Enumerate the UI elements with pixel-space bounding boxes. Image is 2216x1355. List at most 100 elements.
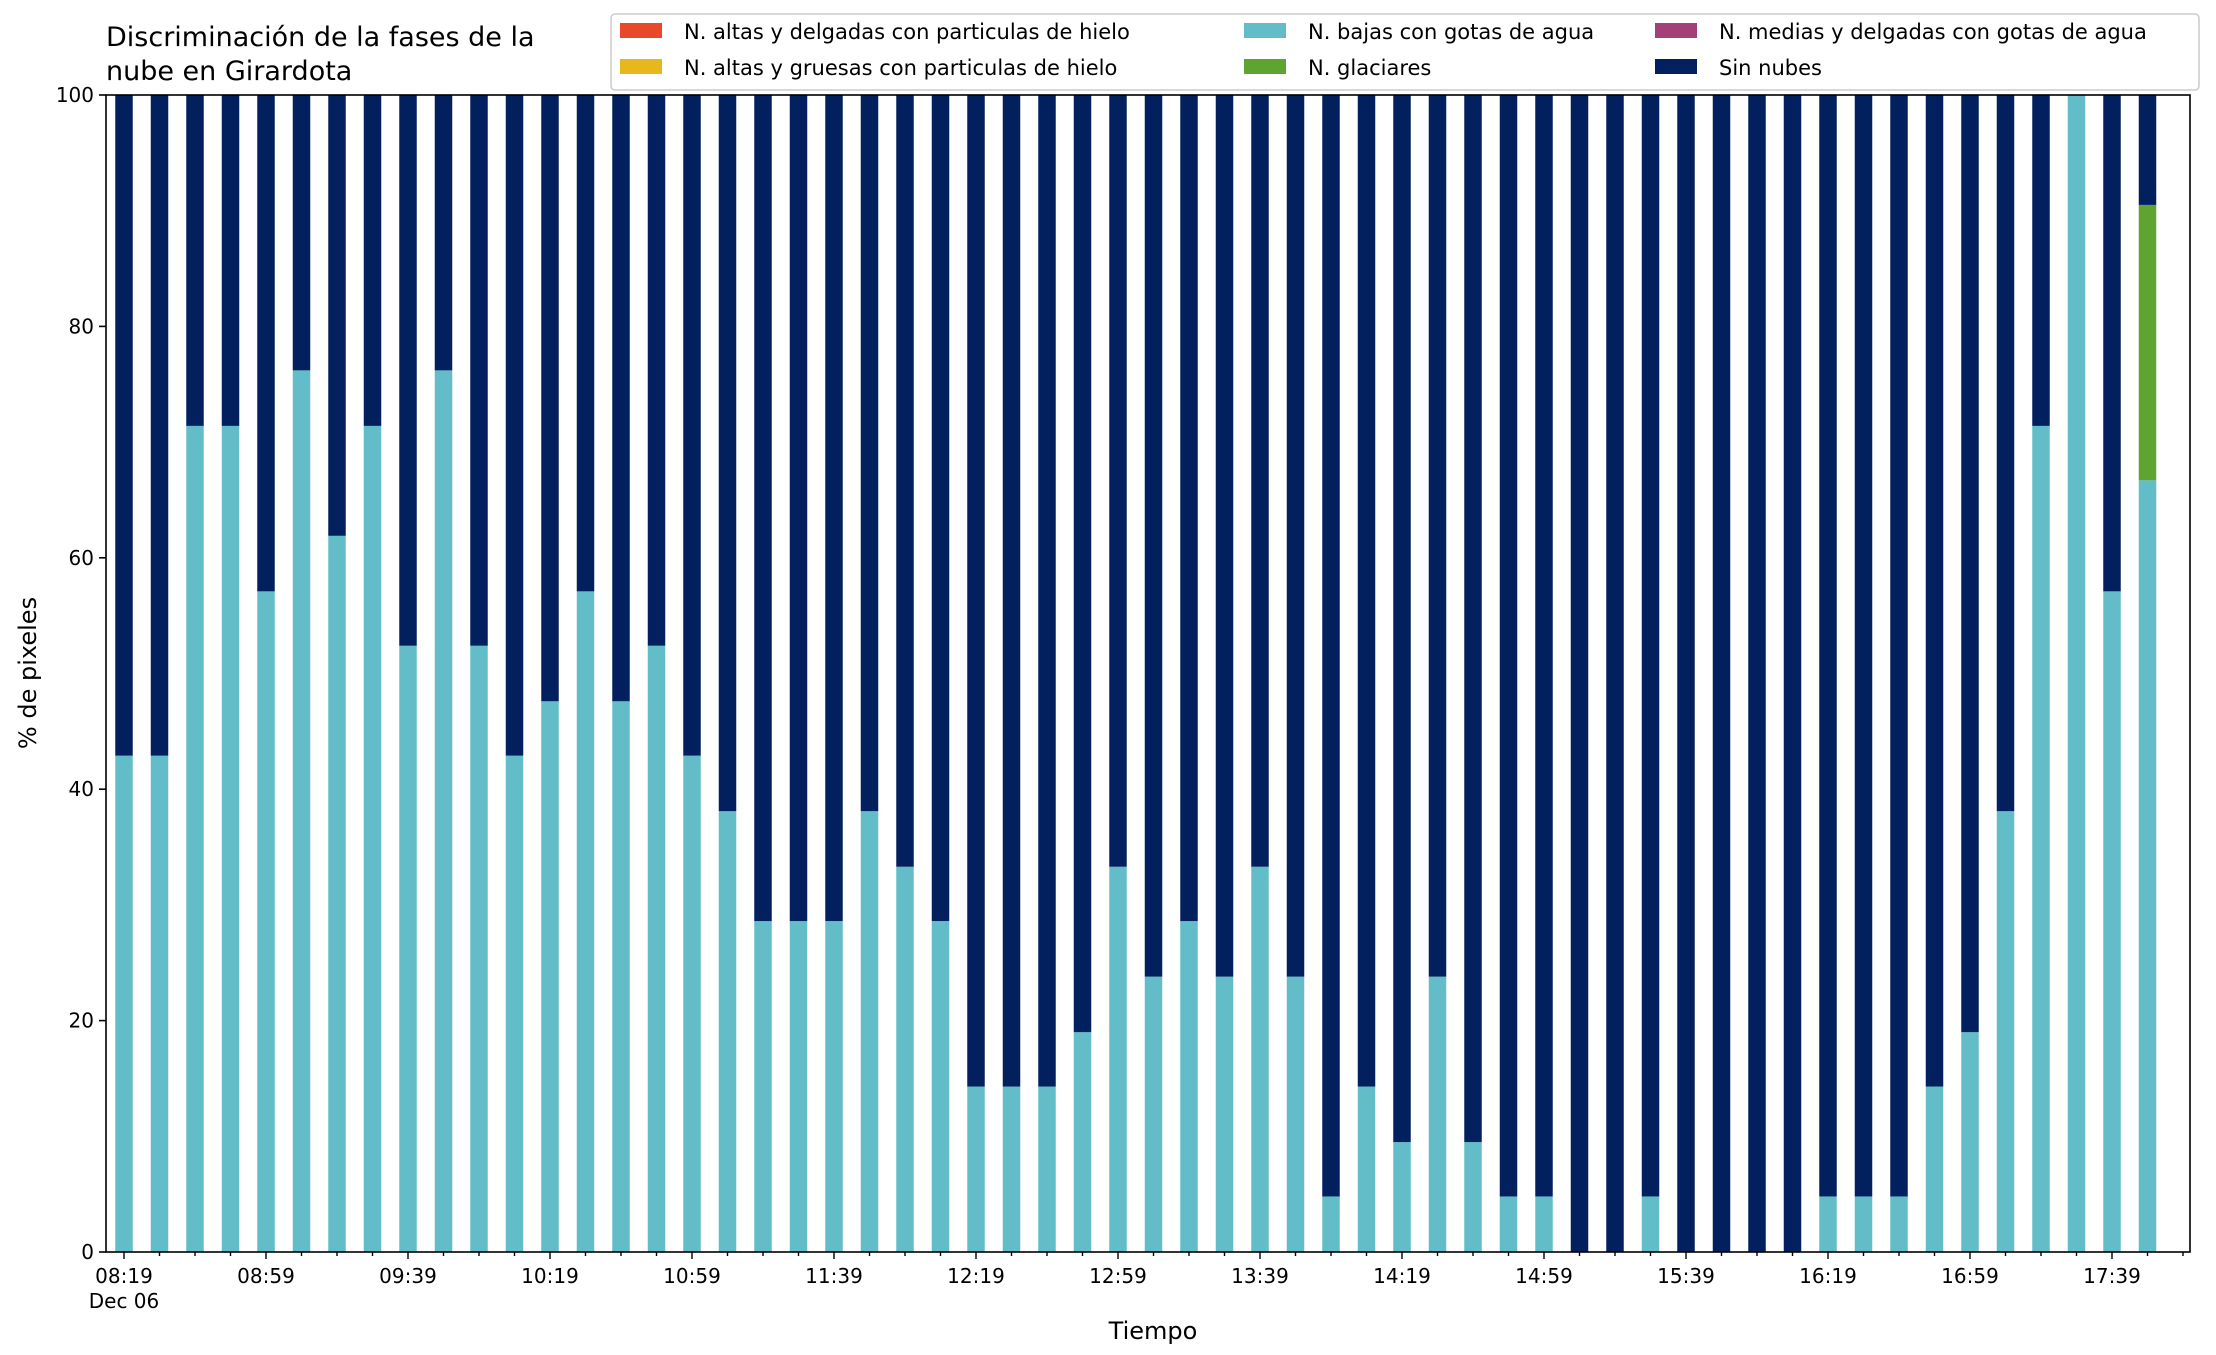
bar-1339-series-5 — [1251, 95, 1269, 867]
bar-1749-series-3 — [2138, 204, 2157, 481]
bar-1229-series-2 — [1002, 1086, 1021, 1252]
bar-1359-series-5 — [1322, 95, 1340, 1197]
bar-0929-series-5 — [363, 95, 382, 426]
x-tick-label: 08:59 — [237, 1264, 295, 1288]
y-axis-title: % de pixeles — [14, 597, 42, 749]
legend-label-4: N. medias y delgadas con gotas de agua — [1719, 20, 2147, 44]
bar-1009-series-2 — [505, 755, 524, 1252]
bar-0829-series-5 — [150, 95, 169, 756]
y-tick-label: 20 — [69, 1009, 94, 1033]
bar-1129-series-2 — [789, 921, 808, 1252]
bar-0839-series-2 — [186, 425, 204, 1252]
x-tick-sublabel: Dec 06 — [89, 1289, 160, 1313]
bars-layer — [115, 95, 2157, 1252]
bar-1639-series-5 — [1890, 95, 1908, 1197]
bar-1419-series-2 — [1393, 1142, 1411, 1252]
bar-1749-series-2 — [2138, 480, 2157, 1252]
x-tick-label: 09:39 — [379, 1264, 437, 1288]
bar-0919-series-2 — [328, 535, 346, 1252]
bar-1209-series-5 — [931, 95, 950, 922]
x-tick-label: 14:19 — [1373, 1264, 1431, 1288]
bar-0949-series-2 — [434, 370, 453, 1252]
bar-1359-series-2 — [1322, 1196, 1340, 1252]
bar-0829-series-2 — [150, 755, 169, 1252]
bar-1539-series-5 — [1677, 95, 1695, 1252]
bar-1329-series-2 — [1215, 976, 1234, 1252]
bar-1659-series-2 — [1961, 1032, 1979, 1252]
x-tick-label: 08:19 — [95, 1264, 153, 1288]
legend: N. altas y delgadas con particulas de hi… — [610, 13, 2200, 91]
y-tick-label: 100 — [56, 83, 94, 107]
legend-swatch-4 — [1655, 23, 1697, 38]
x-axis: 08:19 08:59 09:39 10:19 10:59 11:39 12:19 12:59… — [89, 1252, 2184, 1313]
bar-1449-series-5 — [1499, 95, 1518, 1197]
legend-swatch-1 — [620, 59, 662, 74]
bar-1529-series-5 — [1641, 95, 1660, 1197]
legend-label-3: N. glaciares — [1308, 56, 1431, 80]
legend-swatch-5 — [1655, 59, 1697, 74]
bar-0819-series-5 — [115, 95, 133, 756]
legend-swatch-2 — [1244, 23, 1286, 38]
bar-0849-series-5 — [221, 95, 240, 426]
legend-frame — [610, 13, 2200, 91]
bar-1529-series-2 — [1641, 1196, 1660, 1252]
bar-1619-series-5 — [1819, 95, 1837, 1197]
bar-0909-series-2 — [292, 370, 311, 1252]
chart-title-line-1: Discriminación de la fases de la — [106, 22, 535, 53]
bar-0859-series-5 — [257, 95, 275, 592]
bar-0959-series-2 — [470, 645, 488, 1252]
x-tick-label: 11:39 — [805, 1264, 863, 1288]
bar-1249-series-2 — [1073, 1032, 1092, 1252]
bar-0949-series-5 — [434, 95, 453, 371]
bar-0859-series-2 — [257, 591, 275, 1252]
chart-title-line-2: nube en Girardota — [106, 56, 353, 87]
bar-1329-series-5 — [1215, 95, 1234, 977]
bar-1229-series-5 — [1002, 95, 1021, 1087]
bar-1319-series-2 — [1180, 921, 1198, 1252]
y-axis: 0 20 40 60 80 100 — [56, 83, 106, 1264]
bar-1119-series-5 — [754, 95, 772, 922]
x-tick-label: 12:59 — [1089, 1264, 1147, 1288]
bar-1149-series-2 — [860, 811, 879, 1252]
bar-1019-series-5 — [541, 95, 559, 702]
bar-1049-series-2 — [647, 645, 666, 1252]
bar-1729-series-2 — [2067, 95, 2086, 1252]
legend-swatch-3 — [1244, 59, 1286, 74]
bar-1549-series-5 — [1712, 95, 1731, 1252]
bar-1439-series-5 — [1464, 95, 1482, 1143]
bar-1139-series-5 — [825, 95, 843, 922]
x-tick-label: 14:59 — [1515, 1264, 1573, 1288]
bar-1209-series-2 — [931, 921, 950, 1252]
bar-1709-series-5 — [1996, 95, 2015, 812]
bar-0959-series-5 — [470, 95, 488, 646]
bar-1509-series-5 — [1570, 95, 1589, 1252]
bar-1049-series-5 — [647, 95, 666, 646]
bar-1239-series-2 — [1038, 1086, 1056, 1252]
bar-1739-series-2 — [2103, 591, 2121, 1252]
bar-0939-series-5 — [399, 95, 417, 646]
y-tick-label: 40 — [69, 777, 94, 801]
bar-1019-series-2 — [541, 701, 559, 1252]
bar-1409-series-2 — [1357, 1086, 1376, 1252]
y-tick-label: 60 — [69, 546, 94, 570]
bar-1009-series-5 — [505, 95, 524, 756]
bar-1519-series-5 — [1606, 95, 1624, 1252]
bar-1609-series-5 — [1783, 95, 1802, 1252]
bar-1739-series-5 — [2103, 95, 2121, 592]
legend-swatch-0 — [620, 23, 662, 38]
bar-1439-series-2 — [1464, 1142, 1482, 1252]
y-tick-label: 80 — [69, 314, 94, 338]
bar-1029-series-2 — [576, 591, 595, 1252]
bar-1119-series-2 — [754, 921, 772, 1252]
plot-frame — [105, 94, 2191, 1253]
bar-1039-series-2 — [612, 701, 630, 1252]
bar-1149-series-5 — [860, 95, 879, 812]
bar-1639-series-2 — [1890, 1196, 1908, 1252]
bar-1349-series-5 — [1286, 95, 1305, 977]
bar-1249-series-5 — [1073, 95, 1092, 1033]
x-axis-title: Tiempo — [1108, 1317, 1198, 1345]
bar-0839-series-5 — [186, 95, 204, 426]
bar-1039-series-5 — [612, 95, 630, 702]
bar-1429-series-2 — [1428, 976, 1447, 1252]
